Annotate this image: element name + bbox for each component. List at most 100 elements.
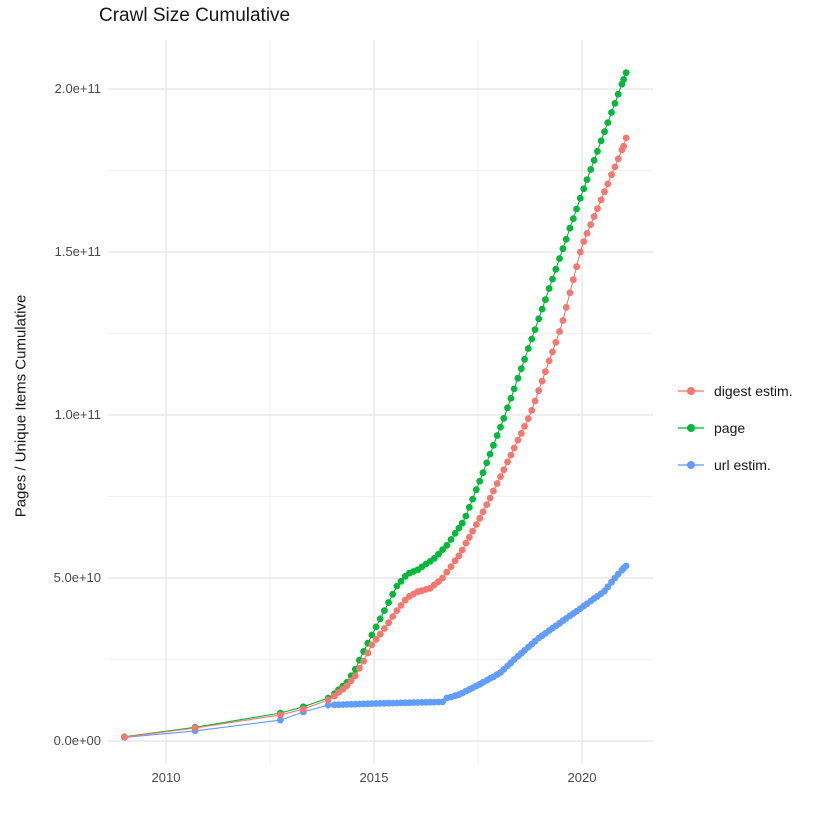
x-tick-label-2020: 2020 — [567, 770, 597, 785]
series-digest-estim-point — [447, 563, 455, 570]
series-digest-estim-point — [469, 527, 476, 535]
series-page-point — [528, 335, 536, 343]
series-page-point — [479, 469, 487, 477]
series-page-point — [604, 119, 612, 126]
series-page-point — [583, 176, 591, 184]
series-page-point — [545, 285, 553, 292]
series-digest-estim-point — [381, 625, 388, 632]
series-digest-estim-point — [462, 539, 470, 547]
series-digest-estim-point — [458, 546, 466, 554]
series-page-point — [552, 265, 560, 273]
series-page-point — [381, 607, 388, 614]
series-url-estim-point — [622, 562, 630, 570]
y-tick-label-0.0e+00: 0.0e+00 — [53, 733, 101, 748]
legend-label-page: page — [714, 420, 746, 436]
series-digest-estim-point — [451, 557, 459, 565]
series-digest-estim-point — [524, 415, 532, 422]
series-url-estim-point — [277, 716, 284, 724]
series-digest-estim-point — [376, 630, 384, 638]
series-digest-estim-point — [587, 221, 595, 229]
y-tick-label-5.0e+10: 5.0e+10 — [53, 570, 101, 585]
series-digest-estim-point — [528, 407, 536, 414]
y-tick-label-1.0e+11: 1.0e+11 — [54, 407, 101, 422]
series-digest-estim-point — [191, 724, 199, 732]
series-digest-estim-point — [549, 348, 556, 356]
series-page-point — [594, 147, 601, 155]
legend-item-digest-estim: digest estim. — [677, 380, 793, 402]
series-digest-estim-point — [389, 613, 397, 620]
series-digest-estim-point — [538, 377, 546, 385]
series-page-point — [576, 194, 584, 202]
series-page-point — [389, 590, 397, 598]
series-page-point — [372, 623, 380, 631]
series-page-point — [587, 166, 595, 173]
series-digest-estim-point — [521, 423, 528, 430]
series-digest-estim-point — [594, 205, 601, 213]
series-page-point — [524, 345, 532, 352]
series-digest-estim-point — [583, 230, 591, 237]
series-page-point — [569, 215, 577, 223]
series-url-estim-line — [124, 565, 627, 738]
legend-key-url-estim-icon — [678, 461, 704, 469]
series-digest-estim-point — [483, 501, 491, 508]
series-page-point — [580, 185, 588, 193]
series-page-point — [601, 128, 608, 136]
legend-key-page-icon — [678, 424, 704, 432]
series-digest-estim-point — [576, 248, 584, 256]
series-page-point — [368, 631, 376, 639]
series-digest-estim-point — [562, 304, 570, 311]
series-digest-estim-point — [368, 641, 376, 649]
series-page-point — [611, 99, 619, 107]
series-digest-estim-point — [620, 142, 627, 150]
series-page-point — [486, 450, 494, 458]
series-digest-estim-point — [472, 521, 480, 528]
series-page-point — [562, 235, 570, 243]
legend-label-digest-estim: digest estim. — [714, 383, 793, 399]
series-page-point — [538, 305, 546, 313]
y-tick-label-1.5e+11: 1.5e+11 — [54, 244, 101, 259]
series-digest-estim-point — [356, 664, 363, 672]
series-digest-estim-point — [497, 473, 504, 480]
series-page-point — [614, 90, 622, 98]
series-page-point — [559, 245, 567, 253]
series-page-point — [517, 365, 525, 373]
series-digest-estim-point — [277, 711, 284, 719]
series-page-point — [476, 477, 484, 485]
series-digest-estim-point — [476, 514, 484, 522]
series-digest-estim-point — [556, 328, 563, 335]
series-digest-estim-point — [351, 672, 359, 680]
x-tick-label-2015: 2015 — [359, 770, 389, 785]
legend-item-page: page — [677, 417, 793, 439]
series-digest-estim-point — [493, 480, 501, 487]
series-digest-estim-line — [124, 137, 627, 738]
series-digest-estim-point — [439, 574, 446, 582]
series-page-point — [430, 555, 438, 562]
series-digest-estim-point — [573, 263, 580, 271]
series-page-point — [504, 404, 511, 412]
series-page-point — [435, 550, 442, 558]
series-digest-estim-point — [542, 368, 549, 375]
legend: digest estim. page url estim. — [677, 380, 793, 476]
series-page-point — [620, 76, 627, 83]
series-digest-estim-point — [372, 635, 380, 643]
series-page-point — [465, 503, 473, 511]
series-url-estim-point — [604, 583, 612, 591]
legend-key-digest-estim-icon — [678, 387, 704, 395]
series-page-point — [531, 326, 539, 333]
y-tick-label-2.0e+11: 2.0e+11 — [54, 81, 101, 96]
y-axis-title: Pages / Unique Items Cumulative — [12, 294, 30, 518]
series-page-point — [439, 546, 446, 553]
x-tick-label-2010: 2010 — [151, 770, 181, 785]
series-digest-estim-point — [385, 619, 392, 627]
series-page-point — [443, 542, 451, 549]
series-page-point — [397, 577, 405, 585]
series-page-point — [535, 315, 543, 323]
series-digest-estim-point — [566, 289, 574, 297]
series-digest-estim-point — [569, 276, 577, 284]
series-page-point — [490, 441, 497, 449]
series-digest-estim-point — [531, 397, 539, 405]
series-page-point — [573, 205, 580, 213]
series-page-point — [549, 275, 556, 283]
series-digest-estim-point — [360, 657, 367, 665]
series-page-point — [521, 355, 528, 363]
